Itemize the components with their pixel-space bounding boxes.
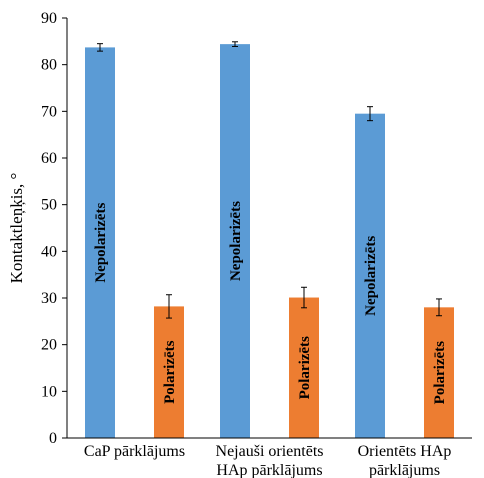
- x-category-label: Orientēts HAp: [358, 443, 452, 460]
- x-category-label: pārklājums: [369, 462, 440, 478]
- bar-data-label: Polarizēts: [162, 340, 178, 403]
- x-category-label: HAp pārklājums: [216, 462, 322, 478]
- y-tick-label: 0: [49, 430, 57, 447]
- y-tick-label: 90: [41, 10, 57, 27]
- y-tick-label: 40: [41, 243, 57, 260]
- bar: [154, 306, 184, 438]
- bar-labels: Nepolarizēts Polarizēts Nepolarizēts Polari…: [93, 201, 448, 404]
- bar-data-label: Nepolarizēts: [93, 203, 109, 283]
- bar-data-label: Nepolarizēts: [363, 236, 379, 316]
- bar: [85, 47, 115, 439]
- bars: [85, 44, 454, 439]
- bar: [289, 297, 319, 438]
- bar: [220, 44, 250, 439]
- bar-data-label: Polarizēts: [432, 341, 448, 404]
- y-tick-label: 80: [41, 57, 57, 74]
- bar-data-label: Nepolarizēts: [228, 201, 244, 281]
- bar: [355, 113, 385, 439]
- bar-data-label: Polarizēts: [297, 336, 313, 399]
- x-category-label: Nejauši orientēts: [216, 443, 324, 460]
- y-tick-label: 10: [41, 383, 57, 400]
- error-bars: [97, 41, 442, 319]
- y-axis-ticks: 0 10 20 30 40 50 60 70 80 90: [41, 10, 67, 447]
- x-category-label: CaP pārklājums: [84, 443, 185, 460]
- y-tick-label: 50: [41, 197, 57, 214]
- y-tick-label: 20: [41, 337, 57, 354]
- y-tick-label: 30: [41, 290, 57, 307]
- y-axis-label: Kontaktleņķis, °: [7, 173, 26, 284]
- y-tick-label: 70: [41, 103, 57, 120]
- bar: [424, 307, 454, 438]
- y-tick-label: 60: [41, 150, 57, 167]
- category-labels: CaP pārklājums Nejauši orientēts HAp pārkl…: [84, 443, 451, 478]
